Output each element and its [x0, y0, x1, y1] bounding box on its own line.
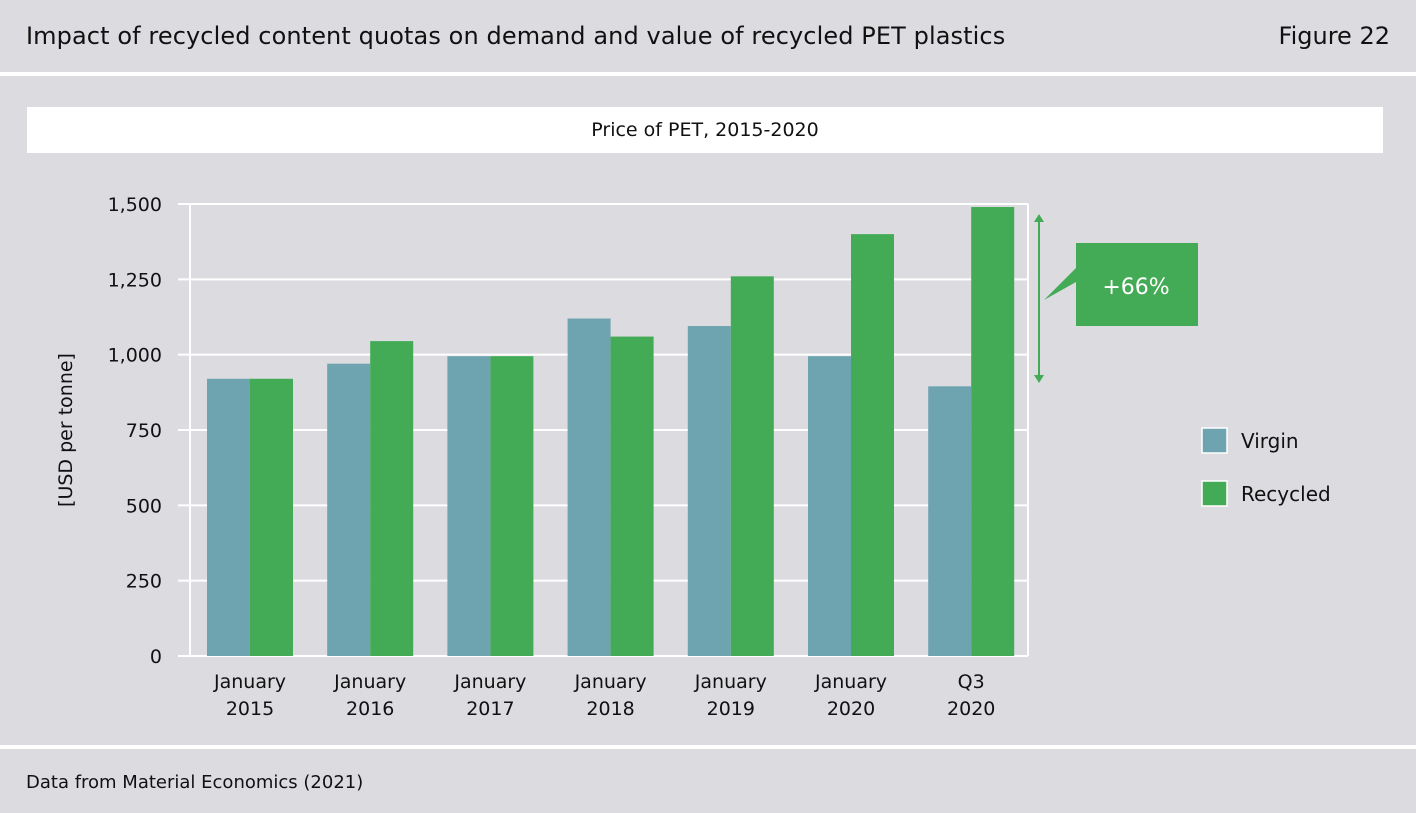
x-tick-label: 2018	[586, 698, 634, 720]
x-tick-label: January	[694, 671, 767, 693]
x-tick-label: January	[453, 671, 526, 693]
bar-recycled	[971, 207, 1015, 656]
footer-divider	[0, 745, 1416, 749]
bar-virgin	[687, 326, 731, 656]
bar-recycled	[851, 234, 894, 656]
y-axis-label: [USD per tonne]	[55, 353, 77, 507]
figure-label: Figure 22	[1278, 22, 1390, 50]
x-tick-label: January	[213, 671, 286, 693]
x-tick-label: 2020	[947, 698, 995, 720]
x-tick-label: 2019	[707, 698, 755, 720]
y-tick-label: 1,500	[108, 194, 162, 216]
page-title: Impact of recycled content quotas on dem…	[26, 22, 1006, 50]
y-tick-label: 0	[150, 646, 162, 668]
bar-recycled	[490, 356, 534, 656]
bar-recycled	[730, 276, 774, 656]
source-note: Data from Material Economics (2021)	[26, 772, 364, 793]
bar-recycled	[370, 341, 414, 656]
x-tick-label: January	[574, 671, 647, 693]
callout-box	[1044, 243, 1198, 326]
y-tick-label: 500	[126, 495, 162, 517]
bar-recycled	[610, 336, 654, 656]
bar-virgin	[808, 356, 851, 656]
legend-swatch-virgin	[1201, 427, 1228, 454]
x-tick-label: 2017	[466, 698, 514, 720]
x-tick-label: January	[333, 671, 406, 693]
legend-label-virgin: Virgin	[1241, 429, 1299, 453]
y-tick-label: 1,250	[108, 269, 162, 291]
bar-virgin	[928, 386, 972, 656]
x-tick-label: 2016	[346, 698, 394, 720]
x-tick-label: 2015	[226, 698, 274, 720]
header: Impact of recycled content quotas on dem…	[0, 0, 1416, 74]
x-tick-label: 2020	[827, 698, 875, 720]
header-divider	[0, 72, 1416, 76]
x-tick-label: January	[814, 671, 887, 693]
y-tick-label: 750	[126, 420, 162, 442]
legend-label-recycled: Recycled	[1241, 482, 1331, 506]
bar-virgin	[567, 318, 611, 656]
legend-swatch-recycled	[1201, 480, 1228, 507]
x-tick-label: Q3	[958, 671, 985, 693]
callout-label: +66%	[1102, 275, 1169, 300]
y-tick-label: 250	[126, 571, 162, 593]
bar-virgin	[207, 378, 250, 656]
y-tick-label: 1,000	[108, 345, 162, 367]
arrow-up-icon	[1034, 214, 1044, 222]
bar-virgin	[327, 363, 371, 656]
arrow-down-icon	[1034, 375, 1044, 383]
chart-title: Price of PET, 2015-2020	[27, 107, 1383, 153]
bar-virgin	[447, 356, 491, 656]
bar-recycled	[250, 378, 293, 656]
